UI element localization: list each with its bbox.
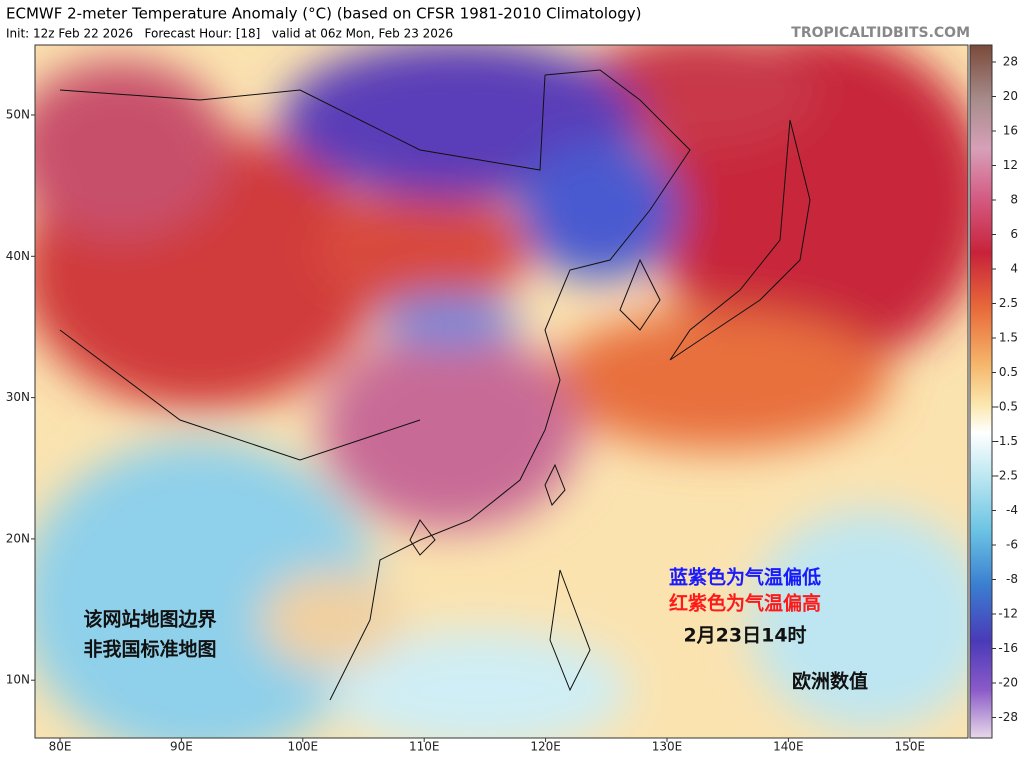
lon-label: 150E: [895, 740, 926, 754]
lon-label: 130E: [652, 740, 683, 754]
colorbar-label: -4: [1006, 503, 1018, 517]
lat-label: 10N: [6, 673, 30, 687]
disclaimer: 该网站地图边界: [83, 608, 216, 631]
colorbar-label: -28: [998, 710, 1018, 724]
lon-label: 140E: [773, 740, 804, 754]
colorbar-label: 16: [1003, 124, 1018, 138]
annotation-warm: 红紫色为气温偏高: [669, 592, 821, 615]
annotation-model: 欧洲数值: [792, 670, 868, 693]
colorbar-label: 12: [1003, 158, 1018, 172]
lat-label: 30N: [6, 390, 30, 404]
lon-label: 90E: [170, 740, 193, 754]
colorbar: [969, 44, 993, 739]
colorbar-label: -1.5: [995, 434, 1018, 448]
colorbar-label: -16: [998, 641, 1018, 655]
lat-label: 40N: [6, 249, 30, 263]
axes: 50N 40N 30N 20N 10N 80E 90E 100E 110E 120E 130E 140…: [6, 55, 1018, 754]
colorbar-label: -2.5: [995, 469, 1018, 483]
colorbar-label: 2.5: [999, 296, 1018, 310]
colorbar-label: 4: [1010, 262, 1018, 276]
subtitle: Init: 12z Feb 22 2026 Forecast Hour: [18…: [6, 27, 453, 41]
colorbar-label: 20: [1003, 89, 1018, 103]
site: TROPICALTIDBITS.COM: [791, 25, 970, 41]
colorbar-label: 6: [1010, 227, 1018, 241]
annotation-cold: 蓝紫色为气温偏低: [669, 566, 821, 589]
colorbar-label: 1.5: [999, 331, 1018, 345]
colorbar-label: -12: [998, 607, 1018, 621]
lon-label: 80E: [49, 740, 72, 754]
lon-label: 100E: [288, 740, 319, 754]
colorbar-label: 0.5: [999, 365, 1018, 379]
map-frame: [34, 44, 969, 739]
colorbar-label: -8: [1006, 572, 1018, 586]
map: [35, 45, 968, 738]
lon-label: 110E: [409, 740, 440, 754]
colorbar-label: -0.5: [995, 400, 1018, 414]
title: ECMWF 2-meter Temperature Anomaly (°C) (…: [6, 5, 641, 23]
annotation-time: 2月23日14时: [683, 625, 806, 647]
colorbar-label: 8: [1010, 193, 1018, 207]
lat-label: 20N: [6, 531, 30, 545]
colorbar-label: -6: [1006, 538, 1018, 552]
colorbar-label: -20: [998, 676, 1018, 690]
disclaimer: 非我国标准地图: [83, 638, 216, 661]
colorbar-label: 28: [1003, 55, 1018, 69]
lon-label: 120E: [530, 740, 561, 754]
lat-label: 50N: [6, 108, 30, 122]
